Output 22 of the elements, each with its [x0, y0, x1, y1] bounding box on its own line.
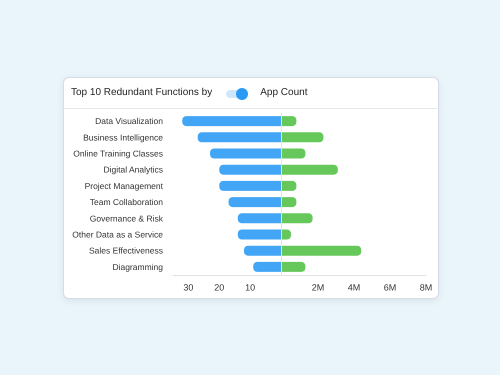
y-tick-label: Governance & Risk — [90, 213, 164, 224]
y-tick-label: Business Intelligence — [83, 132, 164, 142]
x-tick-label: 10 — [245, 282, 256, 292]
x-tick-label: 6M — [384, 282, 396, 292]
chart-subtitle: App Count — [260, 87, 308, 98]
y-tick-label: Diagramming — [112, 262, 164, 272]
bar — [282, 116, 296, 126]
x-tick-label: 4M — [348, 282, 360, 292]
x-tick-label: 20 — [214, 282, 224, 292]
bar — [282, 180, 296, 191]
x-tick-label: 2M — [312, 282, 324, 292]
y-tick-label: Project Management — [84, 180, 164, 191]
chart-title: Top 10 Redundant Functions by — [71, 87, 212, 98]
y-tick-label: Sales Effectiveness — [88, 246, 163, 256]
y-tick-label: Online Training Classes — [73, 148, 163, 158]
y-tick-label: Team Collaboration — [90, 197, 164, 208]
y-tick-label: Digital Analytics — [103, 164, 163, 175]
y-tick-label: Data Visualization — [95, 116, 164, 126]
bar — [282, 197, 296, 208]
x-tick-label: 30 — [183, 282, 194, 292]
x-tick-label: 8M — [420, 282, 432, 292]
y-tick-label: Other Data as a Service — [72, 230, 164, 240]
